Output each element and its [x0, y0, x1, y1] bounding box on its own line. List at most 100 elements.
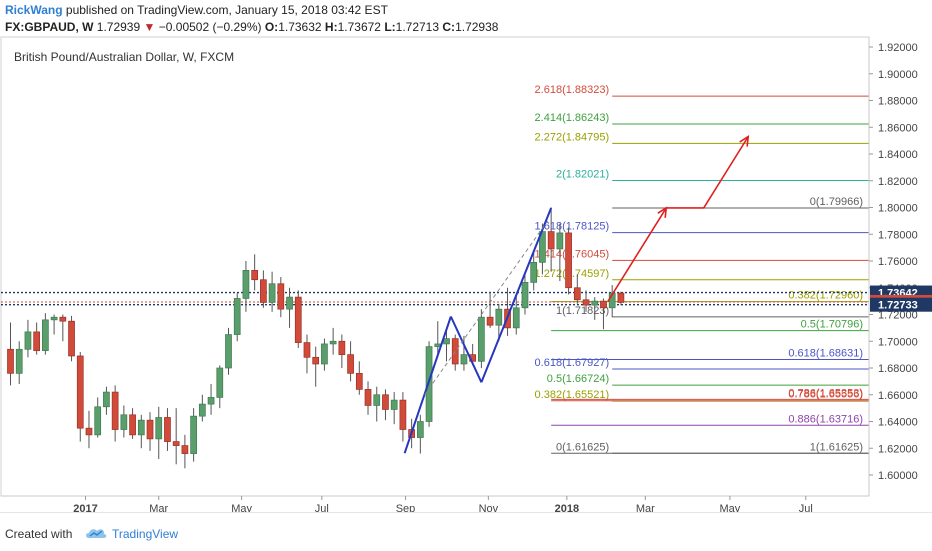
x-tick-label: Sep — [396, 503, 416, 512]
y-tick-label: 1.60000 — [878, 470, 918, 482]
low-label: L: — [384, 20, 396, 34]
candle-body — [329, 340, 337, 345]
candle-body — [355, 373, 363, 390]
author-link[interactable]: RickWang — [5, 3, 63, 17]
candle-body — [390, 399, 398, 410]
y-tick-label: 1.66000 — [878, 390, 918, 402]
tradingview-link[interactable]: TradingView — [112, 527, 179, 541]
fib-level-label: 0(1.61625) — [556, 441, 609, 453]
fib-level-label: 0.618(1.67927) — [535, 357, 610, 369]
fib-level-label: 0.618(1.68631) — [788, 348, 863, 360]
y-tick-label: 1.84000 — [878, 149, 918, 161]
candle-body — [94, 406, 102, 436]
candle-body — [486, 316, 494, 326]
candle-body — [207, 397, 215, 405]
fib-level-label: 0.786(1.65556) — [788, 389, 863, 401]
candle-body — [600, 300, 607, 309]
last-price: 1.72939 — [96, 20, 141, 34]
candle-body — [495, 308, 503, 326]
publish-line: RickWang published on TradingView.com, J… — [5, 3, 388, 17]
candle-body — [565, 232, 572, 289]
fib-level-label: 0.5(1.70796) — [801, 319, 863, 331]
candle-body — [50, 316, 58, 321]
y-tick-label: 1.76000 — [878, 256, 918, 268]
candle-body — [530, 261, 538, 283]
candle-body — [42, 319, 49, 351]
trend-line-leg-c — [480, 207, 553, 383]
candle-body — [521, 282, 529, 309]
candle-body — [382, 394, 389, 410]
candle-body — [155, 417, 163, 440]
candle-body — [251, 270, 259, 281]
fib-level-label: 2.272(1.84795) — [535, 131, 610, 143]
symbol-label: FX:GBPAUD, W — [5, 20, 94, 34]
price-axis[interactable]: 1.60000 1.62000 1.64000 1.66000 1.68000 1.700… — [868, 37, 932, 496]
fib-level-label: 1(1.71823) — [556, 305, 609, 317]
trend-line-leg-b — [449, 316, 483, 383]
candle-body — [172, 441, 180, 446]
price-chart[interactable]: British Pound/Australian Dollar, W, FXCM… — [0, 0, 932, 512]
chart-title: British Pound/Australian Dollar, W, FXCM — [14, 50, 234, 64]
candle-body — [547, 231, 555, 250]
candle-body — [556, 232, 564, 250]
open-label: O: — [264, 20, 279, 34]
chart-header: RickWang published on TradingView.com, J… — [0, 0, 932, 36]
candle-body — [364, 389, 372, 406]
change-arrow-icon: ▼ — [143, 20, 156, 34]
fib-level-label: 0.382(1.65521) — [535, 389, 610, 401]
candle-body — [164, 417, 171, 442]
fib-level-label: 0(1.79966) — [810, 196, 863, 208]
candle-body — [68, 320, 75, 357]
x-tick-label: Jul — [799, 503, 813, 512]
candle-body — [321, 343, 328, 365]
y-tick-label: 1.86000 — [878, 122, 918, 134]
candle-body — [399, 399, 407, 430]
fib-level-label: 2(1.82021) — [556, 168, 609, 180]
high-value: 1.73672 — [337, 20, 381, 34]
candle-body — [59, 316, 67, 322]
candle-body — [478, 316, 485, 362]
y-tick-label: 1.62000 — [878, 443, 918, 455]
candle-body — [286, 296, 293, 310]
fib-level-label: 0.382(1.72960) — [788, 290, 863, 302]
candle-body — [573, 287, 581, 301]
high-label: H: — [324, 20, 338, 34]
price-badge-label: 1.72733 — [878, 300, 918, 312]
candle-body — [24, 331, 32, 350]
y-tick-label: 1.92000 — [878, 42, 918, 54]
x-tick-label: May — [231, 503, 252, 512]
low-value: 1.72713 — [395, 20, 440, 34]
candle-body — [451, 338, 459, 365]
candlesticks — [7, 207, 625, 469]
candle-body — [129, 414, 136, 436]
candle-body — [15, 348, 23, 374]
candle-body — [443, 338, 450, 345]
candle-body — [294, 296, 302, 343]
candle-body — [303, 342, 311, 358]
fib-level-label: 1(1.61625) — [810, 441, 863, 453]
fib-level-label: 0.786(1.65353) — [788, 387, 863, 399]
candle-body — [347, 354, 354, 374]
x-tick-label: 2017 — [73, 503, 97, 512]
trend-drawings — [403, 135, 750, 454]
created-with-label: Created with — [5, 527, 73, 541]
candle-body — [242, 270, 250, 299]
ohlc-line: FX:GBPAUD, W 1.72939 ▼ −0.00502 (−0.29%)… — [5, 20, 498, 34]
x-tick-label: Mar — [149, 503, 168, 512]
fib-level-label: 0.5(1.66724) — [547, 373, 609, 385]
fib-level-label: 1.618(1.78125) — [535, 221, 610, 233]
candle-body — [460, 354, 468, 365]
candle-body — [591, 300, 599, 306]
projection-path — [607, 136, 749, 302]
y-tick-label: 1.70000 — [878, 336, 918, 348]
time-axis[interactable]: 2017 Mar May Jul Sep Nov 2018 Mar May Jul — [1, 495, 869, 512]
plot-area[interactable] — [0, 36, 870, 497]
candle-body — [33, 331, 41, 351]
dashed-channel-line — [424, 220, 549, 396]
candle-body — [416, 421, 424, 438]
y-tick-label: 1.68000 — [878, 363, 918, 375]
price-change: −0.00502 (−0.29%) — [158, 20, 262, 34]
fib-level-label: 0.886(1.63716) — [788, 413, 863, 425]
candle-body — [582, 299, 590, 306]
candle-body — [216, 367, 224, 398]
